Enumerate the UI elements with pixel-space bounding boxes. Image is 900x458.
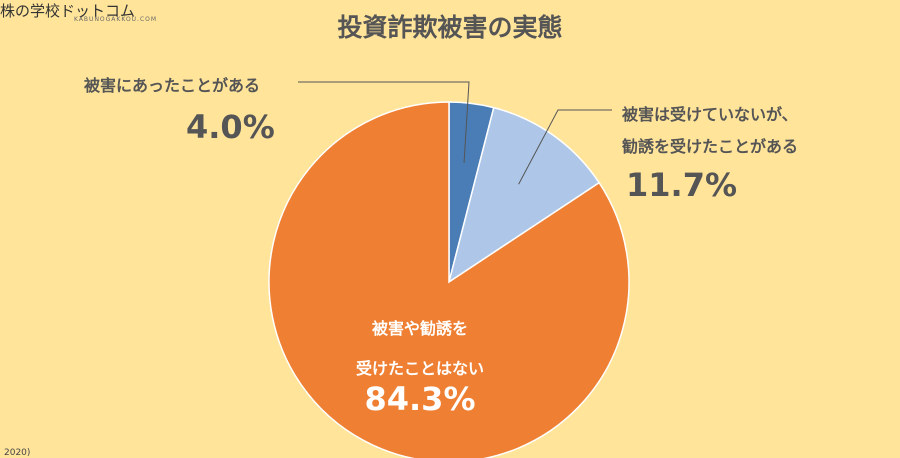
slice-label-solicited-line2: 勧誘を受けたことがある	[622, 137, 799, 156]
slice-label-solicited: 被害は受けていないが、 勧誘を受けたことがある	[622, 99, 798, 163]
source-note: 2020)	[4, 448, 31, 458]
slice-value-damaged: 4.0%	[186, 108, 275, 146]
logo-subtext: KABUNOGAKKOU.COM	[74, 16, 158, 23]
slice-label-damaged-line1: 被害にあったことがある	[84, 76, 261, 95]
slice-value-solicited: 11.7%	[626, 166, 738, 204]
slice-value-none: 84.3%	[364, 380, 476, 418]
leader-line-solicited	[518, 109, 612, 185]
pie-slice-none	[268, 101, 630, 458]
slice-label-none-line2: 受けたことはない	[355, 359, 484, 378]
chart-title: 投資詐欺被害の実態	[337, 13, 563, 42]
pie-slice-solicited	[447, 106, 601, 284]
slice-label-damaged: 被害にあったことがある	[84, 72, 260, 96]
leader-line-damaged	[298, 81, 470, 163]
logo-text: 株の学校ドットコム	[0, 2, 136, 20]
slice-label-solicited-line1: 被害は受けていないが、	[622, 105, 798, 124]
slice-label-none-line1: 被害や勧誘を	[371, 319, 468, 338]
slice-label-none: 被害や勧誘を 受けたことはない	[325, 309, 515, 389]
